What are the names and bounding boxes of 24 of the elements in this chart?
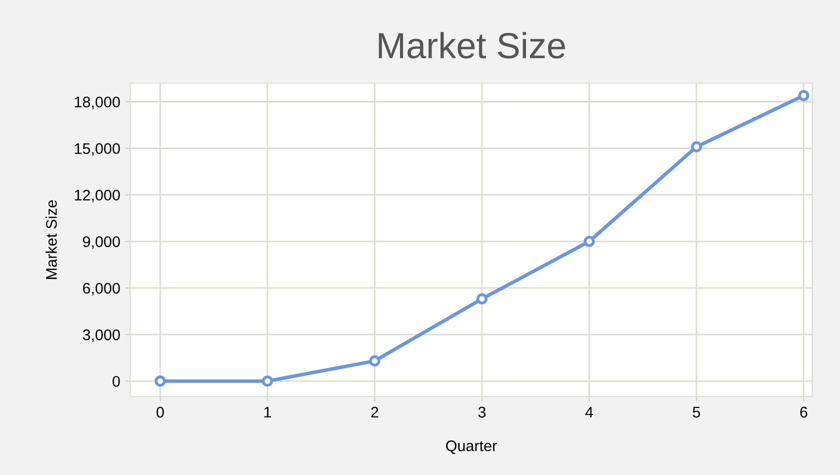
point bbox=[262, 376, 274, 387]
x-axis-title: Quarter bbox=[446, 440, 497, 454]
x-tick-label: 4 bbox=[585, 406, 594, 418]
y-tick-label: 15,000 bbox=[74, 143, 120, 156]
chart-title: Market Size bbox=[378, 32, 565, 58]
x-tick-label: 0 bbox=[156, 406, 164, 418]
point bbox=[476, 293, 488, 304]
point bbox=[369, 355, 380, 366]
x-tick-label: 3 bbox=[478, 406, 486, 418]
y-tick-label: 3,000 bbox=[82, 329, 120, 342]
x-tick-label: 2 bbox=[371, 406, 378, 418]
point bbox=[154, 376, 166, 387]
y-tick-label: 9,000 bbox=[82, 236, 120, 249]
y-axis-title: Market Size bbox=[46, 200, 57, 279]
point bbox=[690, 141, 702, 152]
point bbox=[584, 236, 595, 247]
y-tick-label: 18,000 bbox=[74, 96, 120, 110]
x-tick-label: 5 bbox=[692, 406, 700, 418]
y-tick-label: 0 bbox=[112, 376, 120, 387]
y-tick-label: 12,000 bbox=[74, 190, 120, 202]
x-tick-label: 6 bbox=[800, 406, 808, 418]
y-tick-label: 6,000 bbox=[83, 282, 120, 296]
x-tick-label: 1 bbox=[264, 406, 271, 418]
point bbox=[798, 90, 810, 102]
